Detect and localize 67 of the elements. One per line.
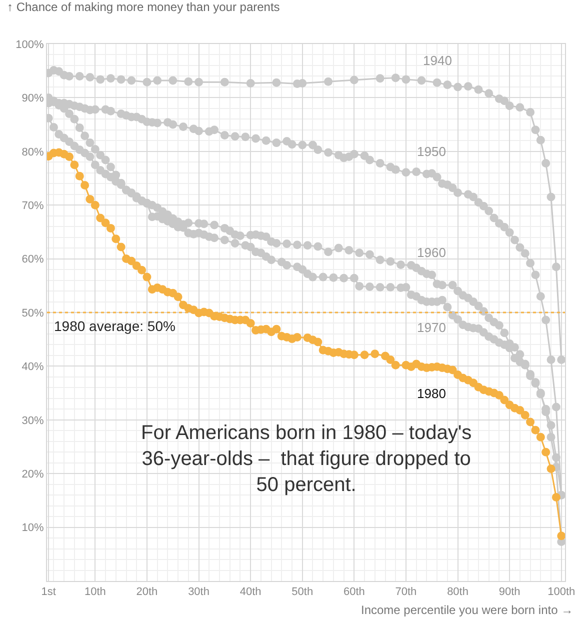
point [557,356,565,364]
x-axis-title: Income percentile you were born into → [361,603,574,617]
point [153,76,162,85]
point [96,75,105,84]
y-tick-label: 20% [22,468,44,480]
point [116,75,126,84]
series-label: 1960 [417,245,446,260]
x-tick-label: 100th [548,586,576,598]
point [65,72,74,80]
y-tick-label: 90% [22,92,44,105]
point [464,82,472,91]
ref-line-label: 1980 average: 50% [54,318,176,334]
point [516,103,524,112]
annotation: For Americans born in 1980 – today's 36-year-olds – that figure dropped to 50 percent. [141,422,472,496]
point [505,102,514,110]
point [500,96,509,106]
point [168,76,178,85]
series-label: 1940 [423,53,452,68]
point [432,78,442,87]
y-tick-label: 100% [16,38,44,51]
point [402,75,410,84]
point [391,74,400,82]
y-tick-label: 50% [22,307,44,320]
x-tick-label: 1st [41,586,56,598]
point [75,72,84,80]
y-tick-label: 10% [22,522,44,534]
point [142,78,152,86]
y-tick-label: 30% [22,414,44,427]
point [531,126,540,134]
point [324,77,333,86]
point [86,73,94,82]
x-tick-label: 70th [395,586,417,598]
x-tick-label: 60th [343,586,365,598]
point [127,76,136,85]
x-tick-label: 50th [292,586,314,598]
x-tick-label: 30th [188,586,210,598]
x-tick-label: 80th [447,586,468,598]
series-label: 1950 [417,144,446,159]
y-axis-title: ↑ Chance of making more money than your parents [7,0,280,14]
x-tick-label: 40th [240,586,262,598]
y-tick-label: 70% [22,200,44,212]
point [376,74,384,83]
point [542,158,550,168]
point [526,108,535,116]
point [454,82,462,92]
point [443,80,452,90]
point [246,78,255,88]
point [220,78,229,86]
x-tick-label: 20th [136,586,158,598]
point [106,74,115,83]
point [272,78,281,87]
y-tick-label: 40% [22,361,44,374]
point [552,262,560,272]
series-label: 1970 [417,320,446,335]
point [546,192,556,202]
x-tick-label: 90th [498,586,520,598]
y-tick-label: 60% [22,254,44,266]
point [417,76,426,85]
series-label: 1980 [417,386,446,401]
point [484,89,494,98]
point [350,76,358,84]
point [536,136,545,144]
point [184,77,193,86]
y-tick-label: 80% [22,146,44,158]
point [474,85,483,94]
point [194,78,204,86]
x-tick-label: 10th [84,586,106,598]
